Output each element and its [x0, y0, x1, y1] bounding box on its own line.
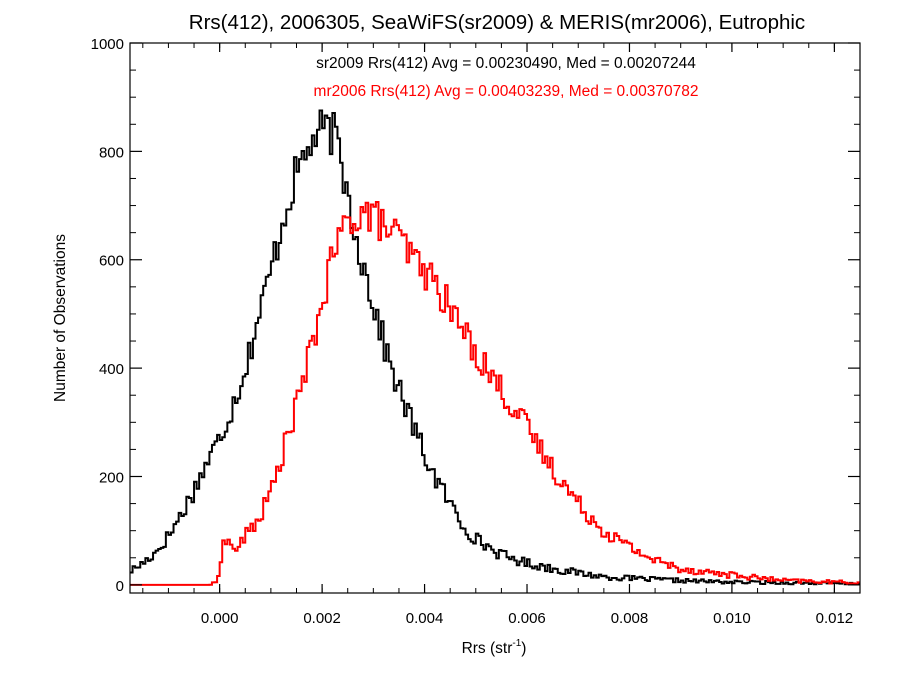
- y-axis-label: Number of Observations: [52, 234, 69, 402]
- x-tick-label: 0.004: [406, 610, 444, 627]
- x-tick-label: 0.002: [303, 610, 341, 627]
- x-axis-label-main: Rrs (str: [462, 640, 513, 657]
- x-axis: 0.000 0.002 0.004 0.006 0.008 0.010 0.012: [142, 43, 861, 627]
- series-line-mr2006: [130, 200, 860, 586]
- annotation-sr2009: sr2009 Rrs(412) Avg = 0.00230490, Med = …: [316, 55, 696, 72]
- x-tick-label: 0.000: [201, 610, 239, 627]
- y-axis: 0 200 400 600 800 1000: [91, 36, 860, 595]
- chart-title: Rrs(412), 2006305, SeaWiFS(sr2009) & MER…: [189, 11, 805, 34]
- x-tick-label: 0.012: [816, 610, 854, 627]
- y-tick-label: 400: [99, 361, 124, 378]
- x-axis-label: Rrs (str-1): [462, 638, 527, 657]
- series-line-sr2009: [130, 109, 860, 586]
- y-tick-label: 0: [116, 578, 124, 595]
- y-tick-label: 800: [99, 144, 124, 161]
- x-tick-label: 0.010: [713, 610, 751, 627]
- plot-frame: [129, 42, 861, 594]
- annotation-mr2006: mr2006 Rrs(412) Avg = 0.00403239, Med = …: [314, 83, 699, 100]
- x-axis-label-sup: -1: [512, 638, 521, 649]
- x-tick-label: 0.006: [508, 610, 546, 627]
- x-tick-label: 0.008: [611, 610, 649, 627]
- y-tick-label: 200: [99, 469, 124, 486]
- x-axis-label-close: ): [521, 640, 526, 657]
- y-tick-label: 1000: [91, 36, 124, 53]
- y-tick-label: 600: [99, 253, 124, 270]
- series-layer: [130, 109, 860, 586]
